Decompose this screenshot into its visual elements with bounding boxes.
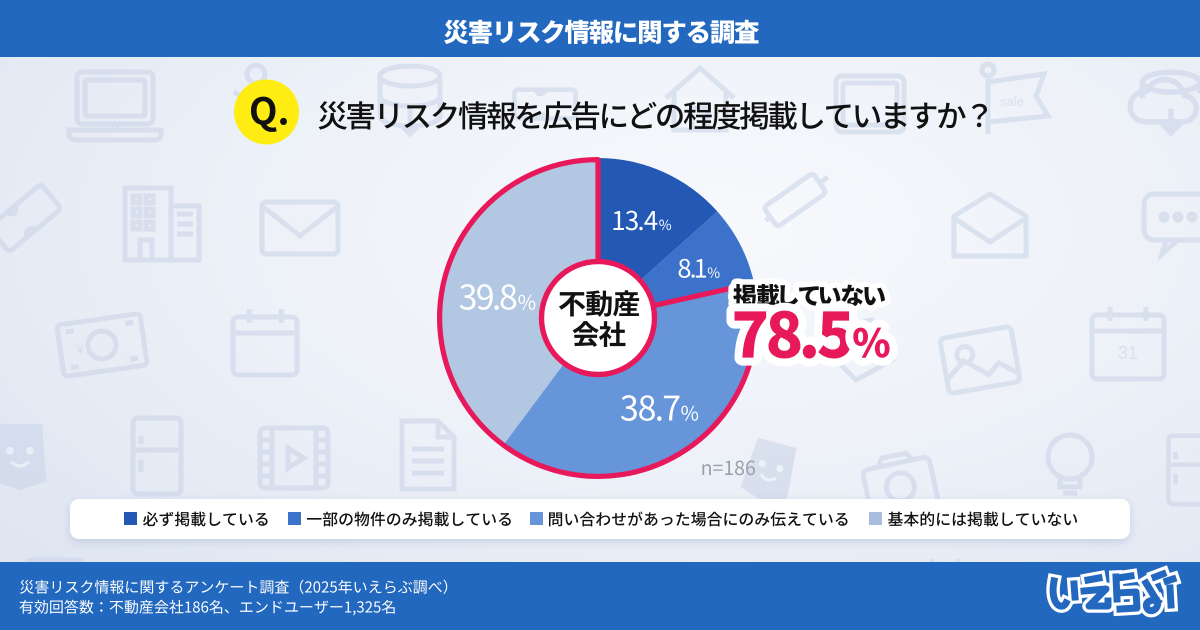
svg-text:¥: ¥: [74, 341, 85, 358]
svg-text:31: 31: [1118, 343, 1138, 363]
svg-text:sale: sale: [1000, 94, 1024, 109]
